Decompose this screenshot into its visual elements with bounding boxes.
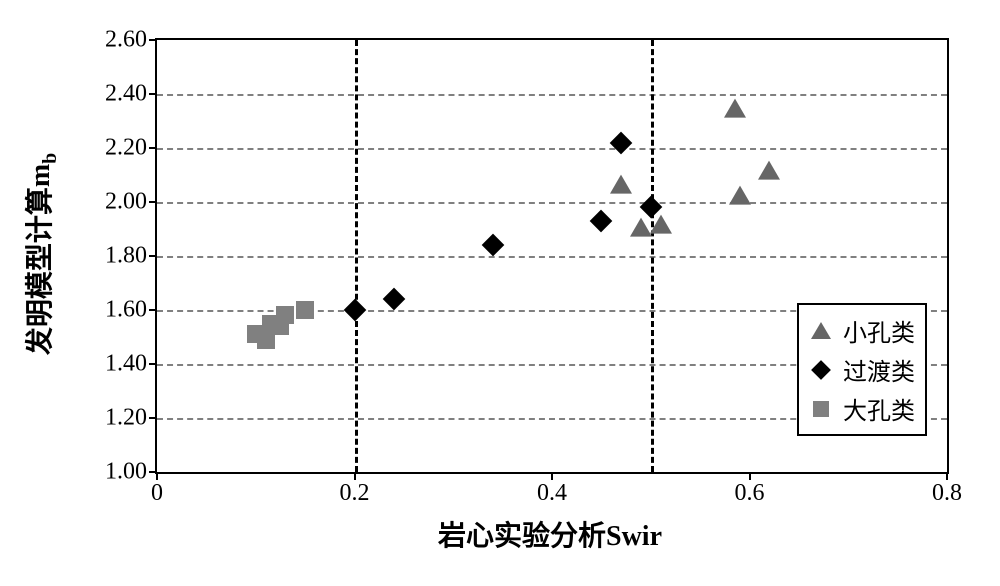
y-tick-mark xyxy=(149,147,157,149)
legend-item: 大孔类 xyxy=(809,389,915,428)
x-tick-mark xyxy=(156,472,158,480)
gridline-y xyxy=(157,256,947,258)
x-tick-mark xyxy=(354,472,356,480)
data-point xyxy=(276,306,294,324)
plot-area: 1.001.201.401.601.802.002.202.402.6000.2… xyxy=(155,38,949,474)
gridline-y xyxy=(157,202,947,204)
data-point xyxy=(758,161,780,180)
data-point xyxy=(343,299,366,322)
gridline-y xyxy=(157,148,947,150)
y-tick-mark xyxy=(149,93,157,95)
y-tick-mark xyxy=(149,363,157,365)
legend-label: 小孔类 xyxy=(843,313,915,348)
y-axis-label: 发明模型计算mb xyxy=(18,153,62,355)
diamond-icon xyxy=(809,358,833,382)
data-point xyxy=(383,288,406,311)
y-tick-mark xyxy=(149,417,157,419)
data-point xyxy=(650,215,672,234)
x-tick-mark xyxy=(749,472,751,480)
y-tick-mark xyxy=(149,309,157,311)
gridline-y xyxy=(157,94,947,96)
data-point xyxy=(610,131,633,154)
reference-vline xyxy=(651,40,654,472)
legend: 小孔类过渡类大孔类 xyxy=(797,303,927,436)
y-tick-mark xyxy=(149,255,157,257)
y-tick-mark xyxy=(149,39,157,41)
data-point xyxy=(481,234,504,257)
x-tick-mark xyxy=(551,472,553,480)
legend-item: 小孔类 xyxy=(809,311,915,350)
data-point xyxy=(630,218,652,237)
data-point xyxy=(590,210,613,233)
reference-vline xyxy=(355,40,358,472)
x-tick-mark xyxy=(946,472,948,480)
data-point xyxy=(729,185,751,204)
x-axis-label: 岩心实验分析Swir xyxy=(438,514,662,554)
square-icon xyxy=(809,397,833,421)
scatter-chart: 1.001.201.401.601.802.002.202.402.6000.2… xyxy=(20,20,980,566)
legend-item: 过渡类 xyxy=(809,350,915,389)
triangle-icon xyxy=(809,319,833,343)
data-point xyxy=(296,301,314,319)
y-tick-mark xyxy=(149,201,157,203)
legend-label: 大孔类 xyxy=(843,391,915,426)
data-point xyxy=(724,99,746,118)
legend-label: 过渡类 xyxy=(843,352,915,387)
data-point xyxy=(610,174,632,193)
